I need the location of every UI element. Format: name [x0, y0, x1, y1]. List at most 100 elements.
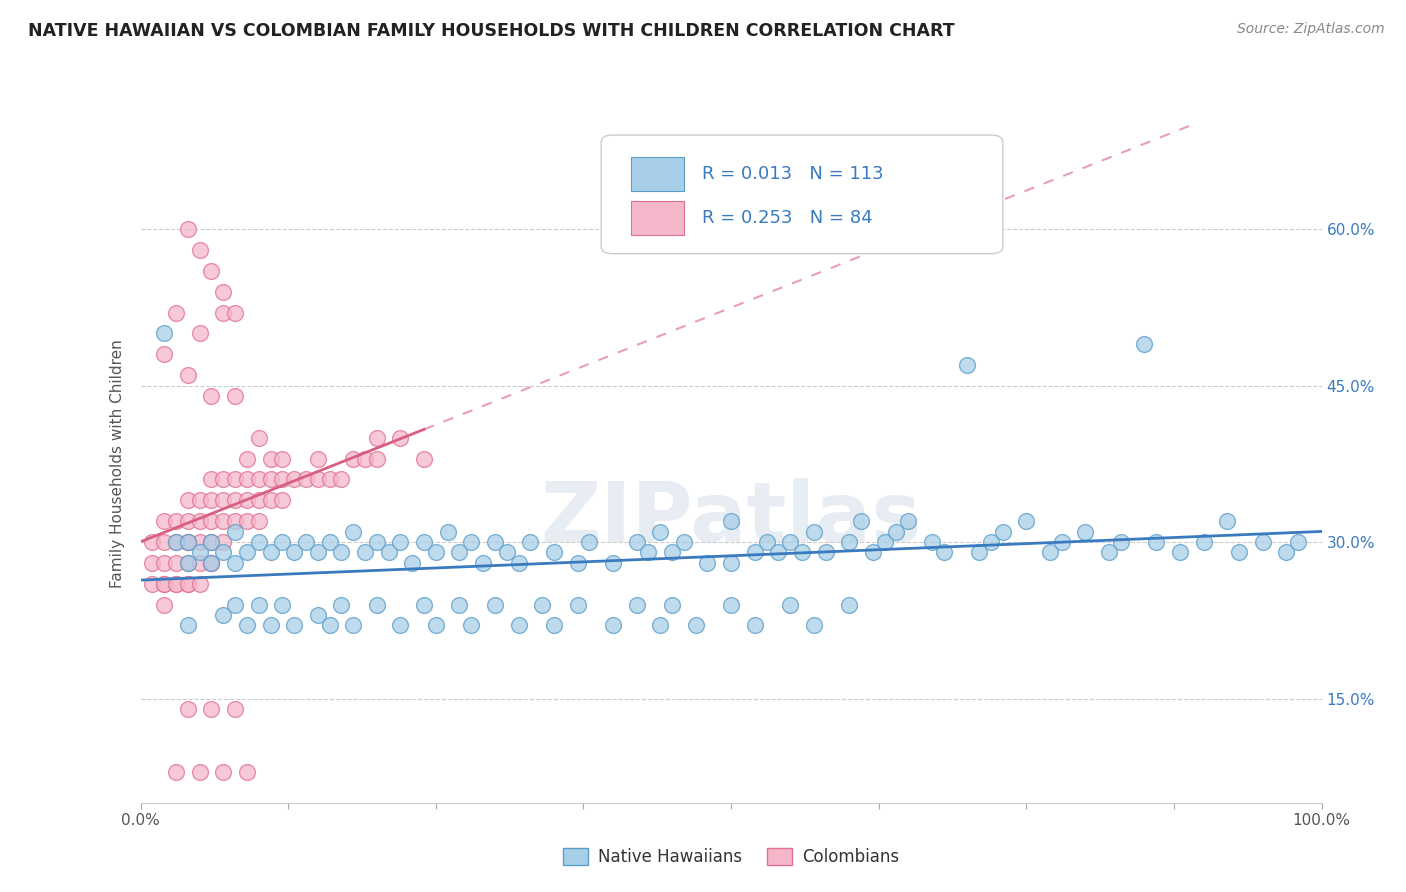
Point — [342, 524, 364, 539]
Point — [838, 535, 860, 549]
Point — [1109, 535, 1132, 549]
Point — [177, 535, 200, 549]
Point — [696, 556, 718, 570]
Point — [224, 389, 246, 403]
Point — [1098, 545, 1121, 559]
Point — [177, 618, 200, 632]
Point — [177, 535, 200, 549]
Point — [295, 535, 318, 549]
Point — [449, 545, 471, 559]
Point — [141, 535, 163, 549]
Point — [188, 535, 211, 549]
Point — [271, 493, 294, 508]
Point — [259, 493, 281, 508]
Point — [188, 326, 211, 341]
Point — [744, 618, 766, 632]
Point — [153, 326, 176, 341]
Point — [212, 473, 235, 487]
Point — [484, 598, 506, 612]
Point — [165, 535, 187, 549]
Point — [484, 535, 506, 549]
Point — [283, 473, 305, 487]
Point — [283, 545, 305, 559]
Point — [932, 545, 955, 559]
Point — [366, 451, 388, 466]
Point — [508, 556, 530, 570]
Point — [342, 618, 364, 632]
Point — [873, 535, 896, 549]
Point — [153, 576, 176, 591]
Point — [354, 545, 377, 559]
Point — [271, 598, 294, 612]
Legend: Native Hawaiians, Colombians: Native Hawaiians, Colombians — [557, 841, 905, 872]
Point — [720, 514, 742, 528]
Point — [259, 545, 281, 559]
Point — [991, 524, 1014, 539]
Point — [247, 431, 270, 445]
Point — [436, 524, 458, 539]
Point — [236, 514, 259, 528]
Point — [602, 556, 624, 570]
Point — [177, 576, 200, 591]
Point — [224, 514, 246, 528]
Point — [661, 545, 683, 559]
Point — [838, 598, 860, 612]
Point — [177, 368, 200, 383]
Point — [980, 535, 1002, 549]
Point — [177, 576, 200, 591]
Point — [366, 598, 388, 612]
Text: ZIPatlas: ZIPatlas — [541, 477, 921, 558]
Point — [177, 493, 200, 508]
Point — [790, 545, 813, 559]
Point — [177, 222, 200, 236]
Point — [177, 702, 200, 716]
Point — [354, 451, 377, 466]
Point — [188, 243, 211, 257]
Point — [307, 473, 329, 487]
Point — [1227, 545, 1250, 559]
Text: R = 0.253   N = 84: R = 0.253 N = 84 — [702, 210, 872, 227]
Point — [188, 493, 211, 508]
Point — [153, 598, 176, 612]
Point — [672, 535, 695, 549]
Point — [271, 473, 294, 487]
FancyBboxPatch shape — [631, 202, 683, 235]
Point — [578, 535, 600, 549]
Point — [803, 618, 825, 632]
Point — [283, 618, 305, 632]
Point — [886, 524, 908, 539]
Point — [236, 545, 259, 559]
Point — [862, 545, 884, 559]
FancyBboxPatch shape — [602, 135, 1002, 253]
Point — [307, 451, 329, 466]
Point — [200, 556, 222, 570]
Point — [200, 389, 222, 403]
Point — [165, 535, 187, 549]
Point — [224, 493, 246, 508]
Point — [377, 545, 399, 559]
Point — [342, 451, 364, 466]
Point — [543, 618, 565, 632]
Point — [212, 535, 235, 549]
Point — [177, 514, 200, 528]
Point — [307, 545, 329, 559]
Point — [259, 618, 281, 632]
Point — [1015, 514, 1038, 528]
Point — [141, 576, 163, 591]
Point — [271, 451, 294, 466]
Point — [212, 764, 235, 779]
Point — [247, 535, 270, 549]
Point — [519, 535, 541, 549]
Point — [188, 514, 211, 528]
Point — [425, 545, 447, 559]
Point — [389, 431, 412, 445]
Point — [803, 524, 825, 539]
Point — [1144, 535, 1167, 549]
Point — [318, 535, 340, 549]
Point — [177, 556, 200, 570]
Point — [366, 535, 388, 549]
Point — [814, 545, 837, 559]
Point — [389, 535, 412, 549]
Point — [177, 556, 200, 570]
Point — [165, 514, 187, 528]
